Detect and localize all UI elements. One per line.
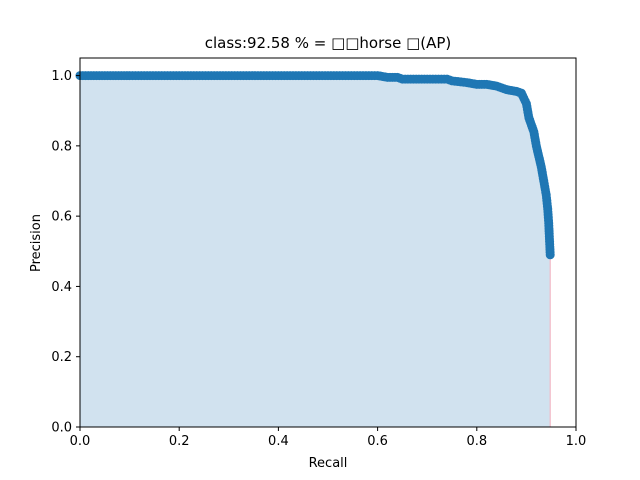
y-axis-title: Precision	[29, 214, 44, 272]
x-axis: 0.0 0.2 0.4 0.6 0.8 1.0	[70, 427, 587, 449]
series-0-point	[545, 250, 555, 260]
y-tick-label: 0.2	[51, 350, 72, 365]
x-tick-label: 0.8	[466, 434, 487, 449]
y-tick-label: 0.6	[51, 210, 72, 225]
plot-area	[75, 71, 555, 427]
chart-title: class:92.58 % = □□horse □(AP)	[205, 34, 452, 52]
y-tick-label: 0.8	[51, 139, 72, 154]
y-tick-label: 0.4	[51, 280, 72, 295]
series-0-area	[80, 75, 551, 427]
x-tick-label: 0.0	[70, 434, 91, 449]
x-tick-label: 0.6	[367, 434, 388, 449]
x-tick-label: 0.2	[169, 434, 190, 449]
x-tick-label: 0.4	[268, 434, 289, 449]
y-axis: 0.0 0.2 0.4 0.6 0.8 1.0	[51, 69, 80, 436]
x-axis-title: Recall	[309, 456, 348, 471]
x-tick-label: 1.0	[566, 434, 587, 449]
plot-frame	[79, 57, 577, 428]
y-tick-label: 1.0	[51, 69, 72, 84]
y-tick-label: 0.0	[51, 421, 72, 436]
